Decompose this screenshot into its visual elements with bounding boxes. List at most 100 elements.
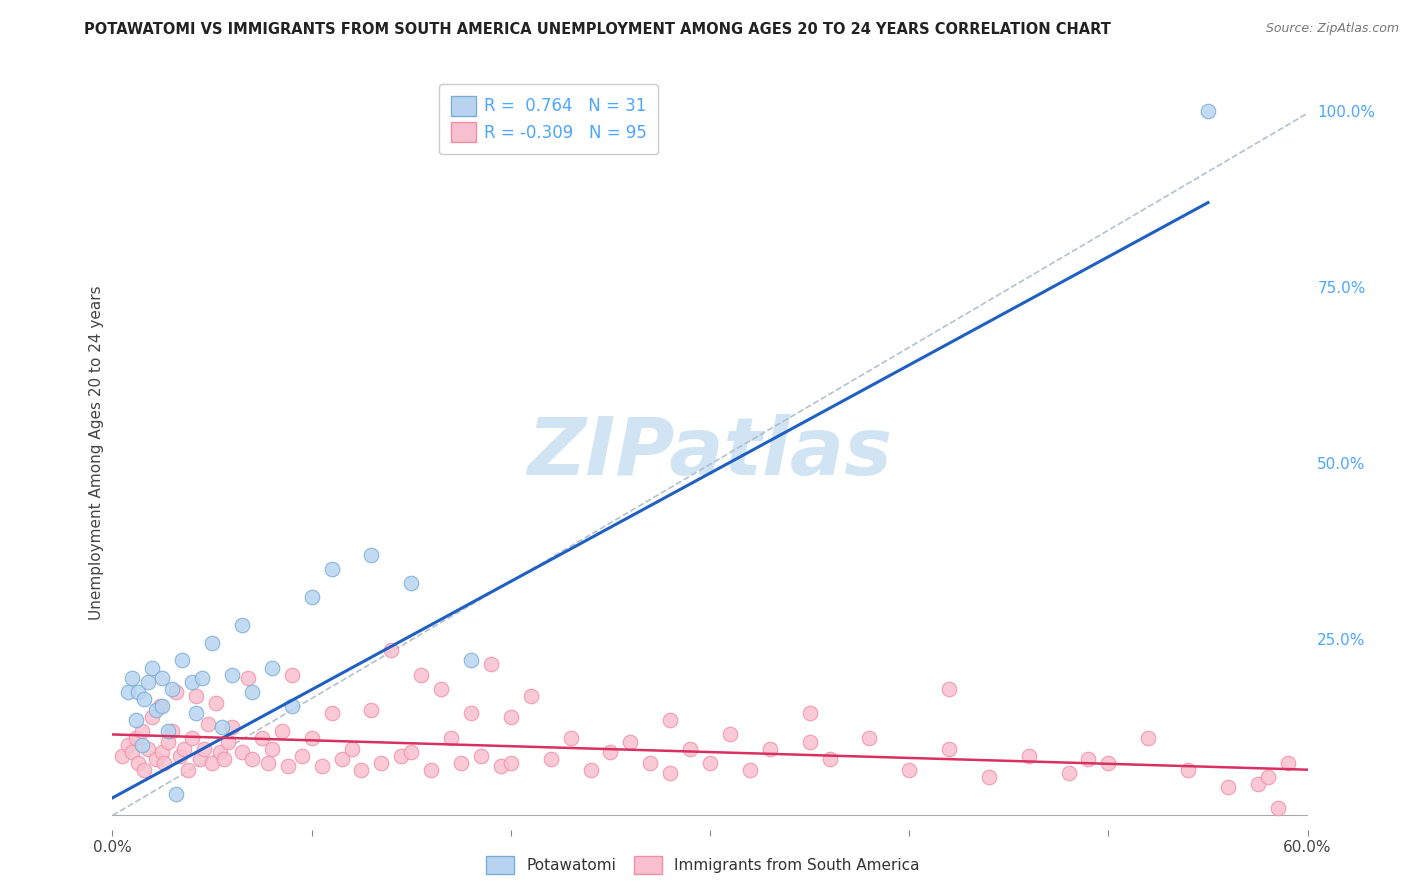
Point [1277, 756, 1299, 770]
Point [131, 738, 153, 752]
Point [301, 731, 323, 745]
Point [149, 699, 172, 714]
Point [301, 590, 323, 604]
Point [281, 667, 304, 681]
Point [188, 752, 211, 766]
Point [157, 723, 180, 738]
Point [197, 717, 219, 731]
Point [389, 748, 412, 763]
Point [858, 731, 880, 745]
Point [260, 741, 283, 756]
Point [291, 748, 314, 763]
Point [659, 714, 682, 728]
Point [145, 752, 167, 766]
Point [150, 671, 173, 685]
Point [470, 748, 492, 763]
Point [165, 685, 187, 699]
Point [330, 752, 353, 766]
Point [186, 706, 208, 721]
Point [401, 745, 423, 759]
Point [131, 723, 153, 738]
Point [193, 741, 215, 756]
Point [221, 720, 243, 734]
Point [181, 731, 204, 745]
Point [212, 752, 235, 766]
Legend: R =  0.764   N = 31, R = -0.309   N = 95: R = 0.764 N = 31, R = -0.309 N = 95 [439, 84, 658, 154]
Point [127, 756, 149, 770]
Point [201, 636, 224, 650]
Point [157, 734, 180, 748]
Point [938, 681, 960, 696]
Point [240, 752, 263, 766]
Point [231, 745, 253, 759]
Point [321, 562, 343, 576]
Point [209, 745, 232, 759]
Point [540, 752, 562, 766]
Point [121, 671, 143, 685]
Point [479, 657, 502, 671]
Point [380, 643, 402, 657]
Point [1267, 801, 1289, 815]
Point [1216, 780, 1239, 795]
Point [150, 745, 173, 759]
Point [231, 618, 253, 632]
Point [221, 667, 243, 681]
Point [311, 759, 333, 773]
Point [659, 766, 682, 780]
Point [165, 788, 187, 802]
Point [499, 710, 522, 724]
Point [127, 685, 149, 699]
Point [117, 738, 139, 752]
Point [270, 723, 292, 738]
Point [738, 763, 761, 777]
Point [125, 714, 148, 728]
Point [430, 681, 453, 696]
Point [818, 752, 841, 766]
Point [134, 692, 156, 706]
Point [257, 756, 280, 770]
Point [340, 741, 363, 756]
Point [440, 731, 463, 745]
Text: POTAWATOMI VS IMMIGRANTS FROM SOUTH AMERICA UNEMPLOYMENT AMONG AGES 20 TO 24 YEA: POTAWATOMI VS IMMIGRANTS FROM SOUTH AMER… [84, 22, 1111, 37]
Point [489, 759, 512, 773]
Point [281, 699, 304, 714]
Point [1247, 777, 1270, 791]
Point [579, 763, 602, 777]
Point [499, 756, 522, 770]
Point [420, 763, 443, 777]
Text: Source: ZipAtlas.com: Source: ZipAtlas.com [1265, 22, 1399, 36]
Point [134, 763, 156, 777]
Point [520, 689, 543, 703]
Point [172, 653, 194, 667]
Point [799, 734, 821, 748]
Point [1257, 770, 1279, 784]
Point [153, 756, 176, 770]
Point [260, 660, 283, 674]
Point [138, 741, 160, 756]
Point [211, 720, 233, 734]
Point [162, 723, 183, 738]
Point [679, 741, 702, 756]
Point [938, 741, 960, 756]
Point [1137, 731, 1160, 745]
Point [125, 731, 148, 745]
Point [162, 681, 183, 696]
Point [1057, 766, 1080, 780]
Point [360, 548, 382, 562]
Point [560, 731, 582, 745]
Point [460, 653, 482, 667]
Point [173, 741, 195, 756]
Point [699, 756, 721, 770]
Point [799, 706, 821, 721]
Point [117, 685, 139, 699]
Point [240, 685, 263, 699]
Point [898, 763, 921, 777]
Point [450, 756, 472, 770]
Point [145, 703, 167, 717]
Point [150, 699, 173, 714]
Point [411, 667, 433, 681]
Point [250, 731, 273, 745]
Point [1177, 763, 1199, 777]
Point [169, 748, 191, 763]
Point [201, 756, 224, 770]
